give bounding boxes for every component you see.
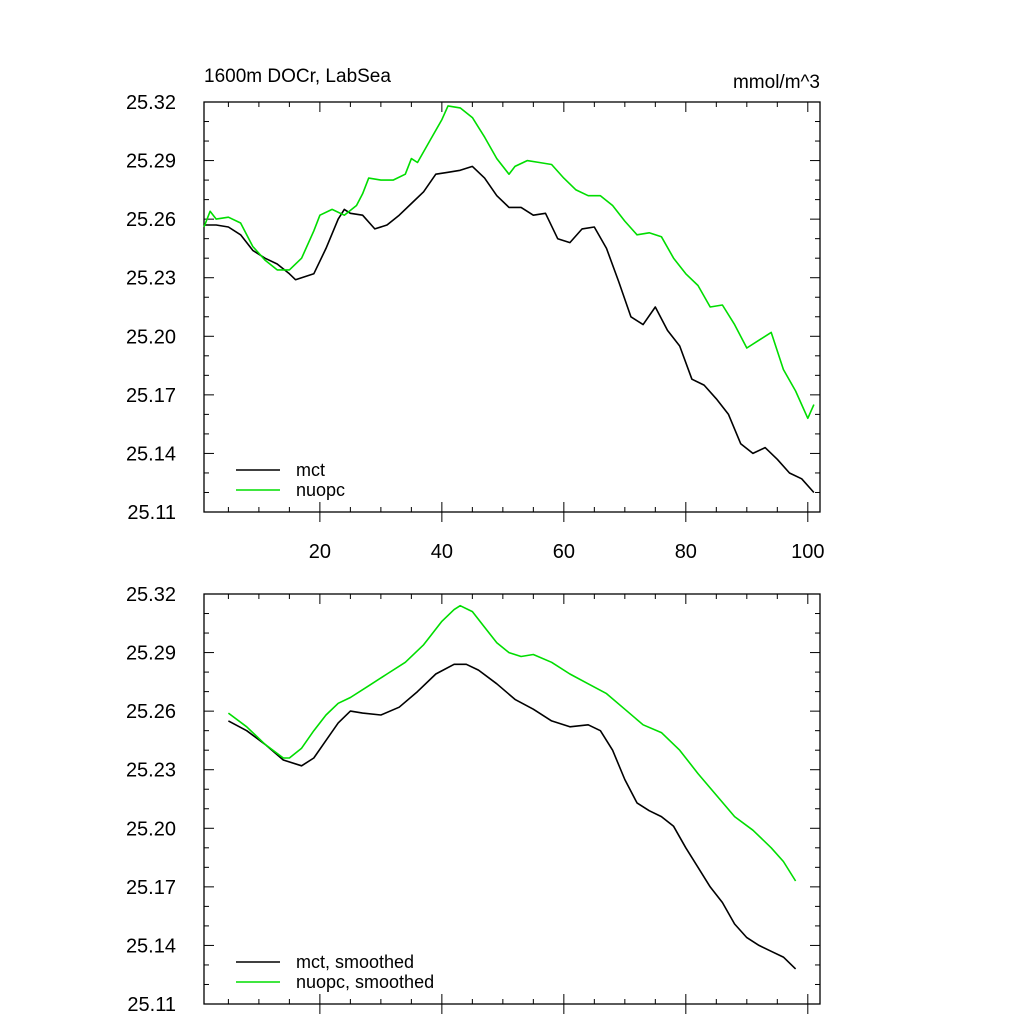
- plot-frame: [203, 593, 821, 1005]
- series-line-nuopc: [203, 105, 815, 420]
- y-tick-label: 25.14: [126, 935, 176, 957]
- y-tick-label: 25.26: [126, 209, 176, 231]
- x-tick-label: 80: [675, 541, 697, 563]
- x-tick-label: 20: [309, 541, 331, 563]
- chart-title: 1600m DOCr, LabSea: [204, 66, 391, 87]
- legend-label: nuopc: [296, 480, 345, 500]
- legend-label: nuopc, smoothed: [296, 972, 434, 992]
- y-tick-label: 25.29: [126, 643, 176, 665]
- bottom-panel: 25.11 25.14 25.17 25.20 25.23 25.26 25.29 25.32…: [126, 584, 821, 1016]
- top-panel: 25.11 25.14 25.17 25.20 25.23 25.26 25.29 25.32…: [126, 66, 825, 563]
- plot-frame: [203, 101, 821, 513]
- legend-label: mct, smoothed: [296, 952, 414, 972]
- y-tick-label: 25.14: [126, 443, 176, 465]
- y-tick-label: 25.11: [127, 502, 176, 524]
- y-tick-label: 25.23: [126, 760, 176, 782]
- y-tick-label: 25.29: [126, 151, 176, 173]
- x-tick-label: 40: [431, 541, 453, 563]
- y-tick-label: 25.11: [127, 994, 176, 1016]
- y-tick-label: 25.32: [126, 92, 176, 114]
- series-line-nuopc-smoothed: [227, 604, 797, 882]
- series-line-mct: [204, 165, 815, 494]
- y-tick-label: 25.17: [126, 877, 176, 899]
- y-tick-label: 25.23: [126, 268, 176, 290]
- series-line-mct-smoothed: [228, 663, 797, 970]
- y-tick-label: 25.32: [126, 584, 176, 606]
- legend-label: mct: [296, 460, 325, 480]
- y-tick-label: 25.17: [126, 385, 176, 407]
- x-tick-label: 60: [553, 541, 575, 563]
- y-tick-label: 25.20: [126, 818, 176, 840]
- y-tick-label: 25.26: [126, 701, 176, 723]
- x-tick-label: 100: [791, 541, 824, 563]
- y-tick-label: 25.20: [126, 326, 176, 348]
- units-label: mmol/m^3: [733, 72, 820, 93]
